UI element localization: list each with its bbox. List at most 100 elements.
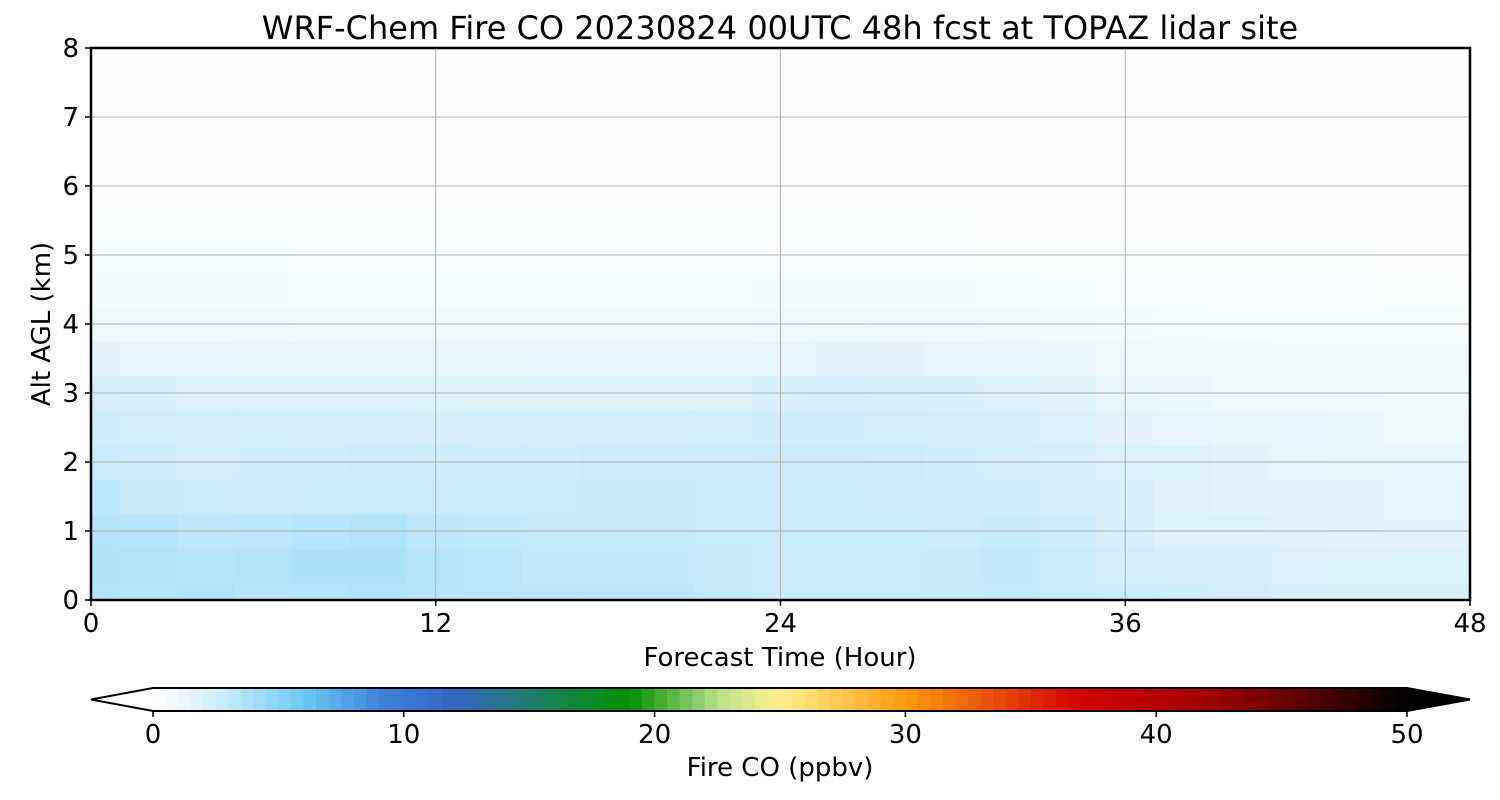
- colorbar-segment: [767, 688, 781, 711]
- colorbar-segment: [1193, 688, 1207, 711]
- colorbar-segment: [1018, 688, 1032, 711]
- heatmap-cell: [1326, 548, 1385, 584]
- heatmap-cell: [177, 65, 236, 101]
- heatmap-cell: [1383, 48, 1442, 66]
- colorbar-segment: [265, 688, 279, 711]
- heatmap-cell: [177, 479, 236, 515]
- heatmap-cell: [636, 272, 695, 308]
- colorbar-segment: [153, 688, 167, 711]
- heatmap-cell: [924, 65, 983, 101]
- colorbar-tick-label: 40: [1140, 720, 1173, 750]
- heatmap-cell: [1326, 65, 1385, 101]
- heatmap-cell: [349, 48, 408, 66]
- heatmap-cell: [464, 582, 523, 601]
- heatmap-cell: [91, 65, 121, 101]
- heatmap-cell: [866, 272, 925, 308]
- heatmap-cell: [866, 582, 925, 601]
- x-tick-label: 0: [83, 609, 100, 639]
- colorbar-segment: [654, 688, 668, 711]
- colorbar-segment: [1243, 688, 1258, 711]
- heatmap-cell: [1268, 134, 1327, 170]
- colorbar-segment: [1231, 688, 1245, 711]
- heatmap-cell: [1383, 341, 1442, 377]
- y-tick-label: 4: [62, 310, 79, 340]
- heatmap-cell: [866, 65, 925, 101]
- colorbar-segment: [428, 688, 442, 711]
- heatmap-cell: [809, 410, 868, 446]
- colorbar-segment: [1005, 688, 1019, 711]
- heatmap-cell: [349, 479, 408, 515]
- colorbar-segment: [1369, 688, 1383, 711]
- heatmap-cell: [866, 341, 925, 377]
- heatmap-cell: [119, 65, 178, 101]
- heatmap-cell: [924, 272, 983, 308]
- heatmap-cell: [1153, 548, 1213, 584]
- colorbar-segment: [842, 688, 856, 711]
- heatmap-cell: [579, 410, 638, 446]
- heatmap-cell: [177, 410, 236, 446]
- heatmap-cell: [464, 479, 523, 515]
- heatmap-cell: [924, 548, 983, 584]
- heatmap-cell: [91, 48, 121, 66]
- colorbar-segment: [1106, 688, 1120, 711]
- colorbar-segment: [516, 688, 530, 711]
- colorbar-segment: [290, 688, 304, 711]
- x-tick-label: 24: [764, 609, 797, 639]
- heatmap-cell: [1441, 479, 1471, 515]
- heatmap-cell: [924, 410, 983, 446]
- heatmap-cell: [177, 341, 236, 377]
- heatmap-cell: [1153, 582, 1213, 601]
- heatmap-cell: [809, 203, 868, 239]
- heatmap-cell: [234, 134, 293, 170]
- heatmap-cell: [1268, 341, 1327, 377]
- heatmap-cell: [1383, 479, 1442, 515]
- heatmap-cell: [981, 65, 1040, 101]
- colorbar-segment: [1093, 688, 1107, 711]
- heatmap-cell: [349, 272, 408, 308]
- heatmap-cell: [521, 341, 580, 377]
- x-tick-label: 12: [419, 609, 452, 639]
- colorbar-segment: [566, 688, 580, 711]
- heatmap-cell: [234, 479, 293, 515]
- colorbar-segment: [1118, 688, 1132, 711]
- colorbar-segment: [930, 688, 944, 711]
- colorbar-segment: [1206, 688, 1220, 711]
- heatmap-cell: [694, 479, 753, 515]
- colorbar-segment: [529, 688, 543, 711]
- colorbar-segment: [780, 688, 794, 711]
- heatmap-cell: [636, 582, 695, 601]
- heatmap-cell: [1326, 203, 1385, 239]
- heatmap-cell: [1153, 65, 1213, 101]
- heatmap-cell: [924, 48, 983, 66]
- heatmap-cell: [521, 582, 580, 601]
- colorbar-segment: [165, 688, 179, 711]
- colorbar-segment: [479, 688, 493, 711]
- heatmap-cell: [1383, 65, 1442, 101]
- heatmap-cell: [866, 410, 925, 446]
- heatmap-cell: [809, 548, 868, 584]
- heatmap-cell: [119, 48, 178, 66]
- heatmap-cell: [1153, 203, 1213, 239]
- heatmap-cell: [119, 479, 178, 515]
- colorbar-segment: [892, 688, 906, 711]
- colorbar-segment: [629, 688, 643, 711]
- colorbar-tick-label: 20: [638, 720, 671, 750]
- colorbar-segment: [1218, 688, 1232, 711]
- heatmap-cell: [1211, 479, 1270, 515]
- colorbar-segment: [1319, 688, 1333, 711]
- heatmap-cell: [636, 341, 695, 377]
- heatmap-cell: [694, 65, 753, 101]
- heatmap-cell: [464, 548, 523, 584]
- colorbar-segment: [303, 688, 317, 711]
- heatmap-cell: [1211, 48, 1270, 66]
- heatmap-cell: [809, 272, 868, 308]
- colorbar-segment: [316, 688, 330, 711]
- heatmap-cell: [981, 203, 1040, 239]
- heatmap-cell: [464, 203, 523, 239]
- colorbar-segment: [704, 688, 718, 711]
- heatmap-cell: [349, 134, 408, 170]
- heatmap-cell: [234, 272, 293, 308]
- colorbar-segment: [466, 688, 480, 711]
- colorbar-segment: [880, 688, 894, 711]
- colorbar-segment: [504, 688, 518, 711]
